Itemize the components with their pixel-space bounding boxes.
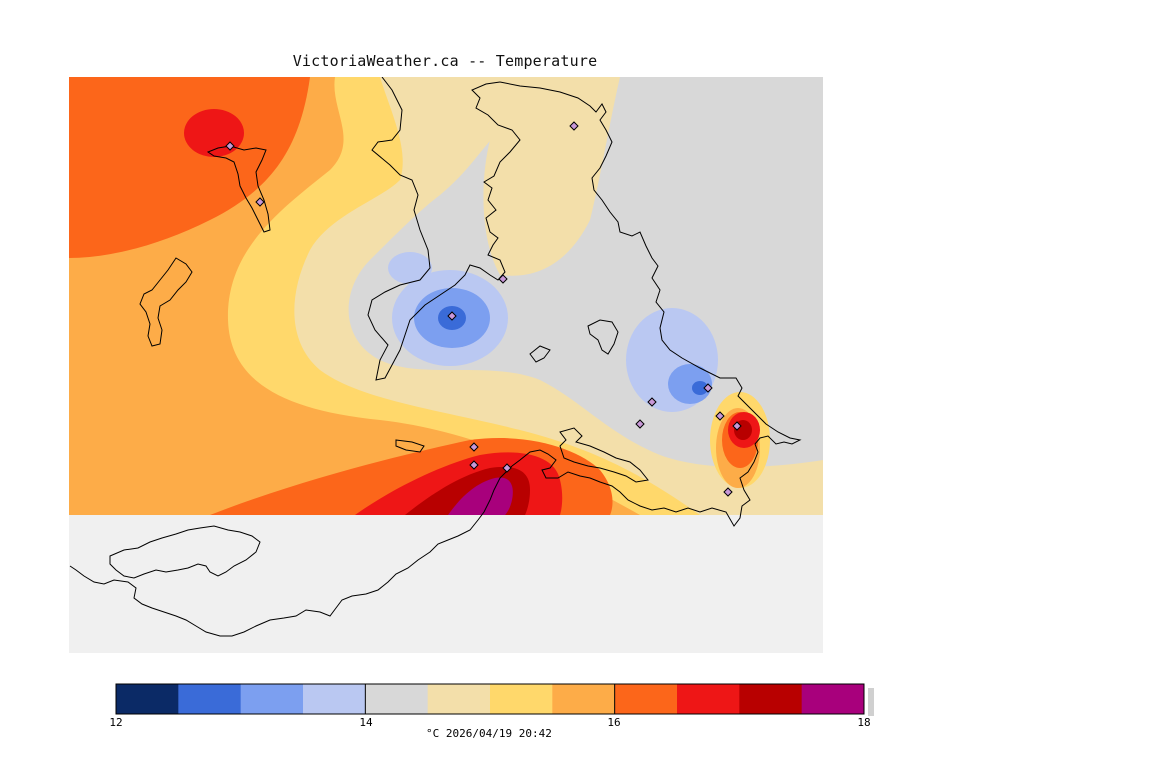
station-marker	[715, 411, 725, 421]
station-marker	[723, 487, 733, 497]
colorbar-band	[677, 684, 740, 714]
contour-16-16.5-nw	[69, 77, 310, 258]
colorbar-band	[365, 684, 429, 714]
contour-14.5-15-north	[470, 77, 620, 276]
station-marker	[255, 197, 265, 207]
colorbar-band	[552, 684, 616, 714]
colorbar-band	[801, 684, 865, 714]
station-marker	[502, 463, 512, 473]
colorbar-band	[427, 684, 491, 714]
colorbar-tick-label: 16	[607, 716, 621, 729]
chart-title: VictoriaWeather.ca -- Temperature	[292, 52, 598, 70]
station-marker	[569, 121, 579, 131]
colorbar-caption: °C 2026/04/19 20:42	[426, 727, 552, 740]
station-marker	[647, 397, 657, 407]
station-markers	[225, 121, 742, 497]
station-marker	[498, 274, 508, 284]
contour-13.5-14-nw2	[388, 252, 432, 284]
temperature-field	[69, 77, 823, 515]
station-marker	[732, 421, 742, 431]
colorbar-shadow	[868, 688, 874, 716]
colorbar-tick-label: 18	[857, 716, 871, 729]
station-marker	[703, 383, 713, 393]
station-marker	[635, 419, 645, 429]
station-marker	[447, 311, 457, 321]
colorbar-band	[116, 684, 179, 714]
colorbar-band	[490, 684, 553, 714]
colorbar-band	[739, 684, 803, 714]
coastlines	[69, 77, 802, 637]
colorbar-band	[303, 684, 366, 714]
station-marker	[225, 141, 235, 151]
contour-17.5-18-south	[448, 477, 513, 515]
station-marker	[469, 460, 479, 470]
colorbar-band	[178, 684, 242, 714]
station-marker	[469, 442, 479, 452]
colorbar-band	[614, 684, 678, 714]
colorbar-band	[240, 684, 304, 714]
colorbar-tick-label: 12	[109, 716, 123, 729]
colorbar	[115, 684, 865, 714]
colorbar-tick-label: 14	[359, 716, 373, 729]
contour-12.5-13-east	[692, 381, 708, 395]
colorbar-frame	[115, 683, 865, 715]
